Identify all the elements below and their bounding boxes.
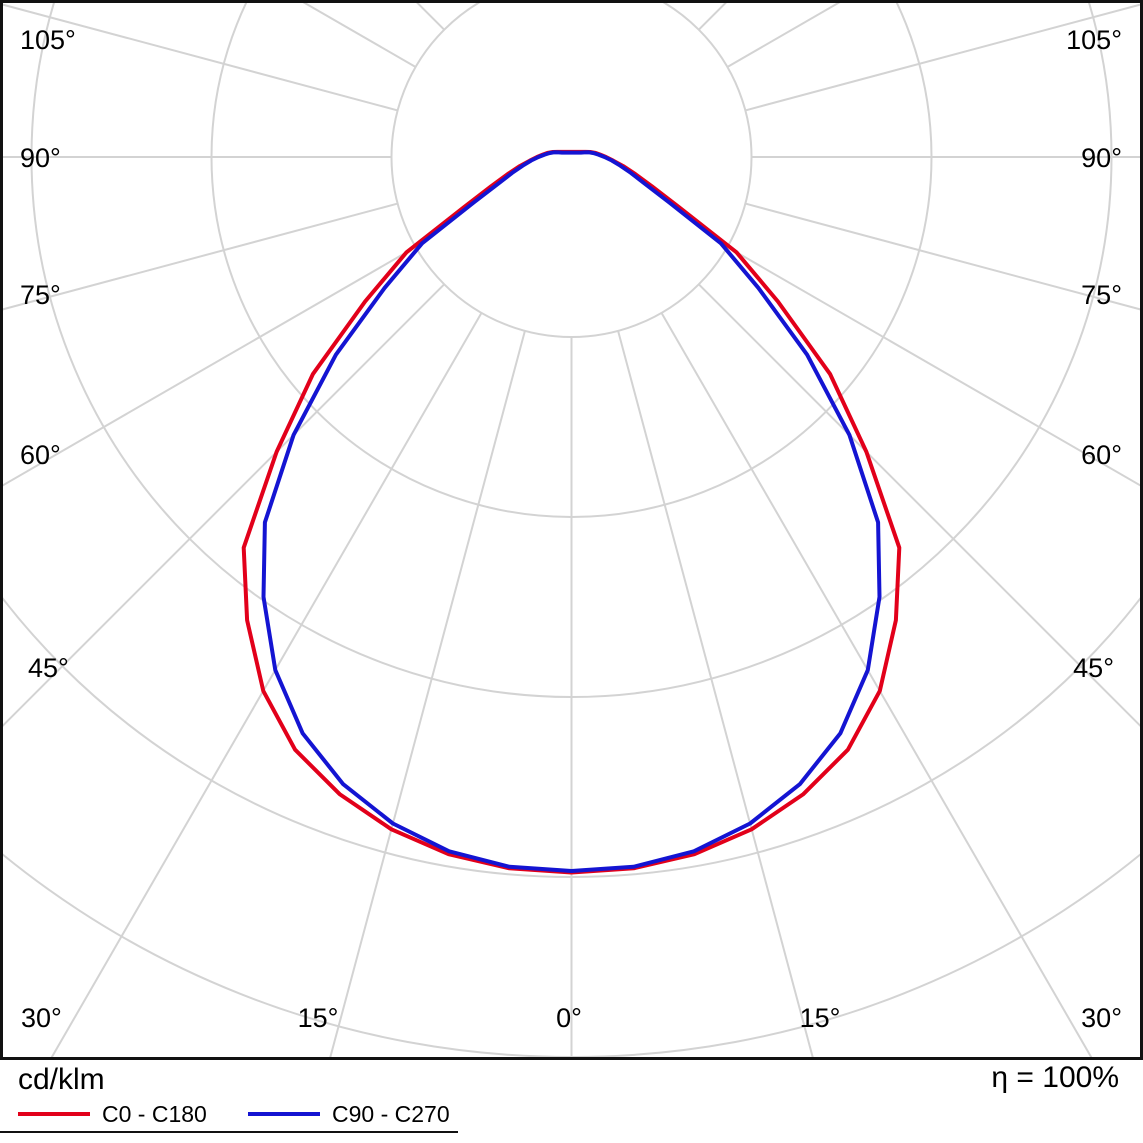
angle-label-right-90: 90° — [1081, 143, 1122, 173]
angle-label-right-60: 60° — [1081, 440, 1122, 470]
polar-grid-and-curves — [3, 3, 1140, 1057]
angle-label-left-75: 75° — [20, 280, 61, 310]
grid-spoke — [3, 283, 445, 727]
legend-line-c90-c270 — [248, 1112, 320, 1116]
units-label: cd/klm — [18, 1063, 105, 1096]
grid-spoke — [329, 330, 526, 1057]
grid-spoke — [745, 202, 1140, 311]
grid-spoke — [50, 312, 483, 1057]
grid-spoke — [3, 3, 398, 112]
angle-label-bottom-15l: 15° — [297, 1003, 339, 1033]
grid-spoke — [3, 246, 417, 487]
legend-item-c0-c180: C0 - C180 — [18, 1100, 207, 1128]
legend-divider — [0, 1131, 458, 1133]
grid-ring — [390, 3, 753, 338]
legend-line-c0-c180 — [18, 1112, 90, 1116]
angle-label-left-45: 45° — [28, 653, 69, 683]
grid-spoke — [698, 283, 1140, 727]
angle-label-left-60: 60° — [20, 440, 61, 470]
grid-spoke — [3, 202, 398, 311]
grid-spoke — [745, 3, 1140, 112]
efficiency-label: η = 100% — [991, 1061, 1119, 1094]
grid-spoke — [726, 246, 1140, 487]
angle-label-bottom-30r: 30° — [1081, 1003, 1122, 1033]
angle-label-bottom-15r: 15° — [799, 1003, 841, 1033]
angle-label-left-90: 90° — [20, 143, 61, 173]
grid-spoke — [617, 330, 814, 1057]
angle-label-right-45: 45° — [1073, 653, 1114, 683]
angle-label-left-105: 105° — [20, 25, 76, 55]
angle-label-right-75: 75° — [1081, 280, 1122, 310]
legend-label-c0-c180: C0 - C180 — [102, 1100, 207, 1127]
angle-label-right-105: 105° — [1066, 25, 1122, 55]
grid-spoke — [660, 312, 1093, 1057]
angle-label-bottom-30l: 30° — [21, 1003, 62, 1033]
legend-item-c90-c270: C90 - C270 — [248, 1100, 450, 1128]
polar-chart: 105° 90° 75° 60° 45° 105° 90° 75° 60° 45… — [0, 0, 1143, 1060]
legend-label-c90-c270: C90 - C270 — [332, 1100, 450, 1127]
angle-label-bottom-0: 0° — [556, 1003, 582, 1033]
curve-c90-c270 — [261, 150, 882, 873]
